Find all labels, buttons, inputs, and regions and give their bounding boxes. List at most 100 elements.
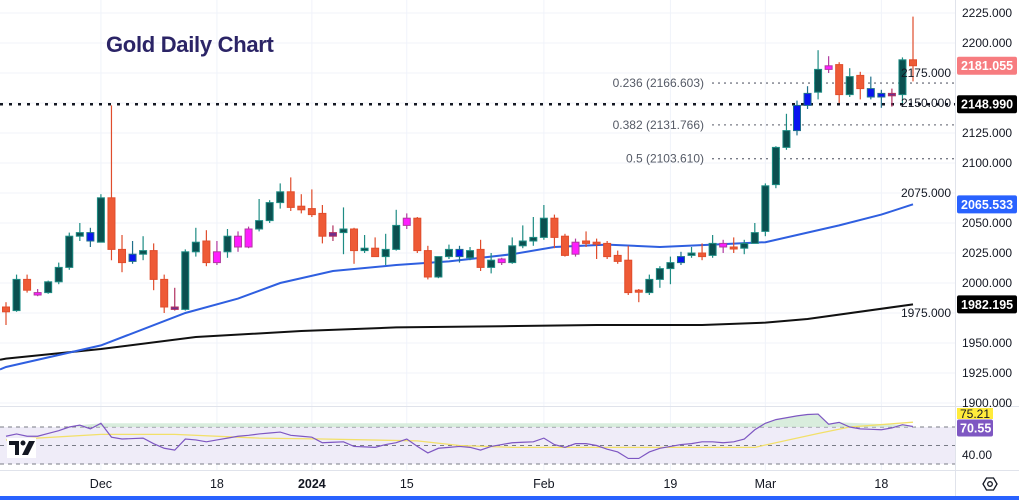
candle-body	[413, 217, 422, 252]
candle-body	[392, 224, 401, 250]
candle-body	[244, 228, 253, 248]
price-tick: 2125.000	[962, 126, 1012, 140]
candles	[2, 16, 917, 325]
candle-body	[139, 250, 148, 255]
candle-body	[149, 250, 158, 280]
time-tick: 19	[663, 477, 677, 491]
candle-body	[307, 208, 316, 216]
candle-body	[803, 92, 812, 106]
candle-body	[170, 306, 179, 310]
candle-body	[740, 242, 749, 249]
candle-body	[33, 292, 42, 296]
candle-body	[328, 232, 337, 237]
fib-label-0.382: 0.382 (2131.766)	[613, 118, 704, 132]
rsi-value-label-bg	[957, 419, 993, 437]
candle-body	[402, 217, 411, 226]
candle-body	[539, 217, 548, 238]
candle-body	[286, 191, 295, 208]
price-tick: 1950.000	[962, 336, 1012, 350]
candle-body	[160, 278, 169, 308]
candle-body	[582, 240, 591, 244]
candle-body	[476, 248, 485, 268]
candle-body	[350, 228, 359, 252]
candle-body	[771, 146, 780, 186]
candle-body	[44, 281, 53, 294]
support-price-label-bg	[957, 95, 1017, 114]
candle-body	[96, 197, 105, 243]
rsi-pane	[0, 413, 955, 465]
candle-body	[624, 259, 633, 294]
price-tick: 2050.000	[962, 216, 1012, 230]
time-tick: Mar	[755, 477, 777, 491]
candle-body	[202, 240, 211, 264]
time-tick: 18	[210, 477, 224, 491]
candle-body	[655, 268, 664, 280]
candle-body	[814, 68, 823, 93]
candle-body	[12, 278, 21, 312]
candle-body	[835, 64, 844, 96]
candle-body	[86, 232, 95, 242]
time-tick: 18	[874, 477, 888, 491]
candle-body	[666, 262, 675, 270]
candle-body	[65, 235, 74, 268]
candle-body	[128, 253, 137, 262]
candle-body	[560, 235, 569, 256]
rsi-value-label: 70.55	[960, 421, 991, 435]
price-tick: 2025.000	[962, 246, 1012, 260]
candle-body	[381, 248, 390, 258]
candle-body	[181, 251, 190, 310]
candle-body	[782, 130, 791, 148]
candle-body	[223, 235, 232, 253]
candle-body	[371, 247, 380, 258]
candle-body	[708, 242, 717, 256]
candle-body	[339, 228, 348, 234]
price-tick: 2150.000	[901, 96, 951, 110]
candle-body	[75, 232, 84, 237]
ma-fast-price-label: 2065.533	[961, 198, 1013, 212]
candle-body	[2, 306, 10, 313]
candle-body	[444, 248, 453, 258]
rsi-ma-label: 75.21	[960, 407, 990, 421]
candle-body	[23, 278, 32, 291]
candle-body	[613, 254, 622, 262]
candle-body	[898, 59, 907, 96]
candle-body	[856, 74, 865, 90]
price-tick: 2100.000	[962, 156, 1012, 170]
candle-body	[191, 241, 200, 253]
candle-body	[107, 197, 116, 250]
candle-body	[761, 185, 770, 232]
settings-icon[interactable]	[982, 477, 998, 491]
time-axis[interactable]: Dec 18 2024 15 Feb 19 Mar 18	[90, 477, 889, 491]
fib-label-0.236: 0.236 (2166.603)	[613, 76, 704, 90]
candle-body	[603, 242, 612, 258]
candle-body	[634, 289, 643, 293]
candle-body	[508, 245, 517, 264]
price-axis[interactable]: 2225.000 2200.000 2175.000 2150.000 2125.000…	[901, 6, 1012, 462]
candle-body	[845, 76, 854, 96]
candle-body	[318, 212, 327, 237]
candle-body	[434, 256, 443, 278]
candle-body	[360, 247, 369, 252]
candle-body	[824, 65, 833, 70]
candle-body	[676, 256, 685, 264]
candle-body	[719, 242, 728, 248]
candle-body	[466, 250, 475, 259]
last-price-label: 2181.055	[961, 59, 1013, 73]
rsi-overbought-fill	[76, 414, 917, 427]
candle-body	[297, 205, 306, 211]
candle-body	[423, 250, 432, 278]
candle-body	[698, 252, 707, 258]
ma-slow-price-label-bg	[957, 295, 1017, 314]
candle-body	[234, 235, 243, 248]
price-tick: 2000.000	[962, 276, 1012, 290]
fib-levels: 0.236 (2166.603) 0.382 (2131.766) 0.5 (210…	[0, 76, 955, 166]
rsi-line	[5, 413, 914, 460]
candle-body	[54, 266, 63, 283]
candle-body	[255, 220, 264, 230]
candle-body	[645, 278, 654, 294]
price-tick: 2200.000	[962, 36, 1012, 50]
price-tick: 2075.000	[901, 186, 951, 200]
candle-body	[118, 248, 127, 264]
